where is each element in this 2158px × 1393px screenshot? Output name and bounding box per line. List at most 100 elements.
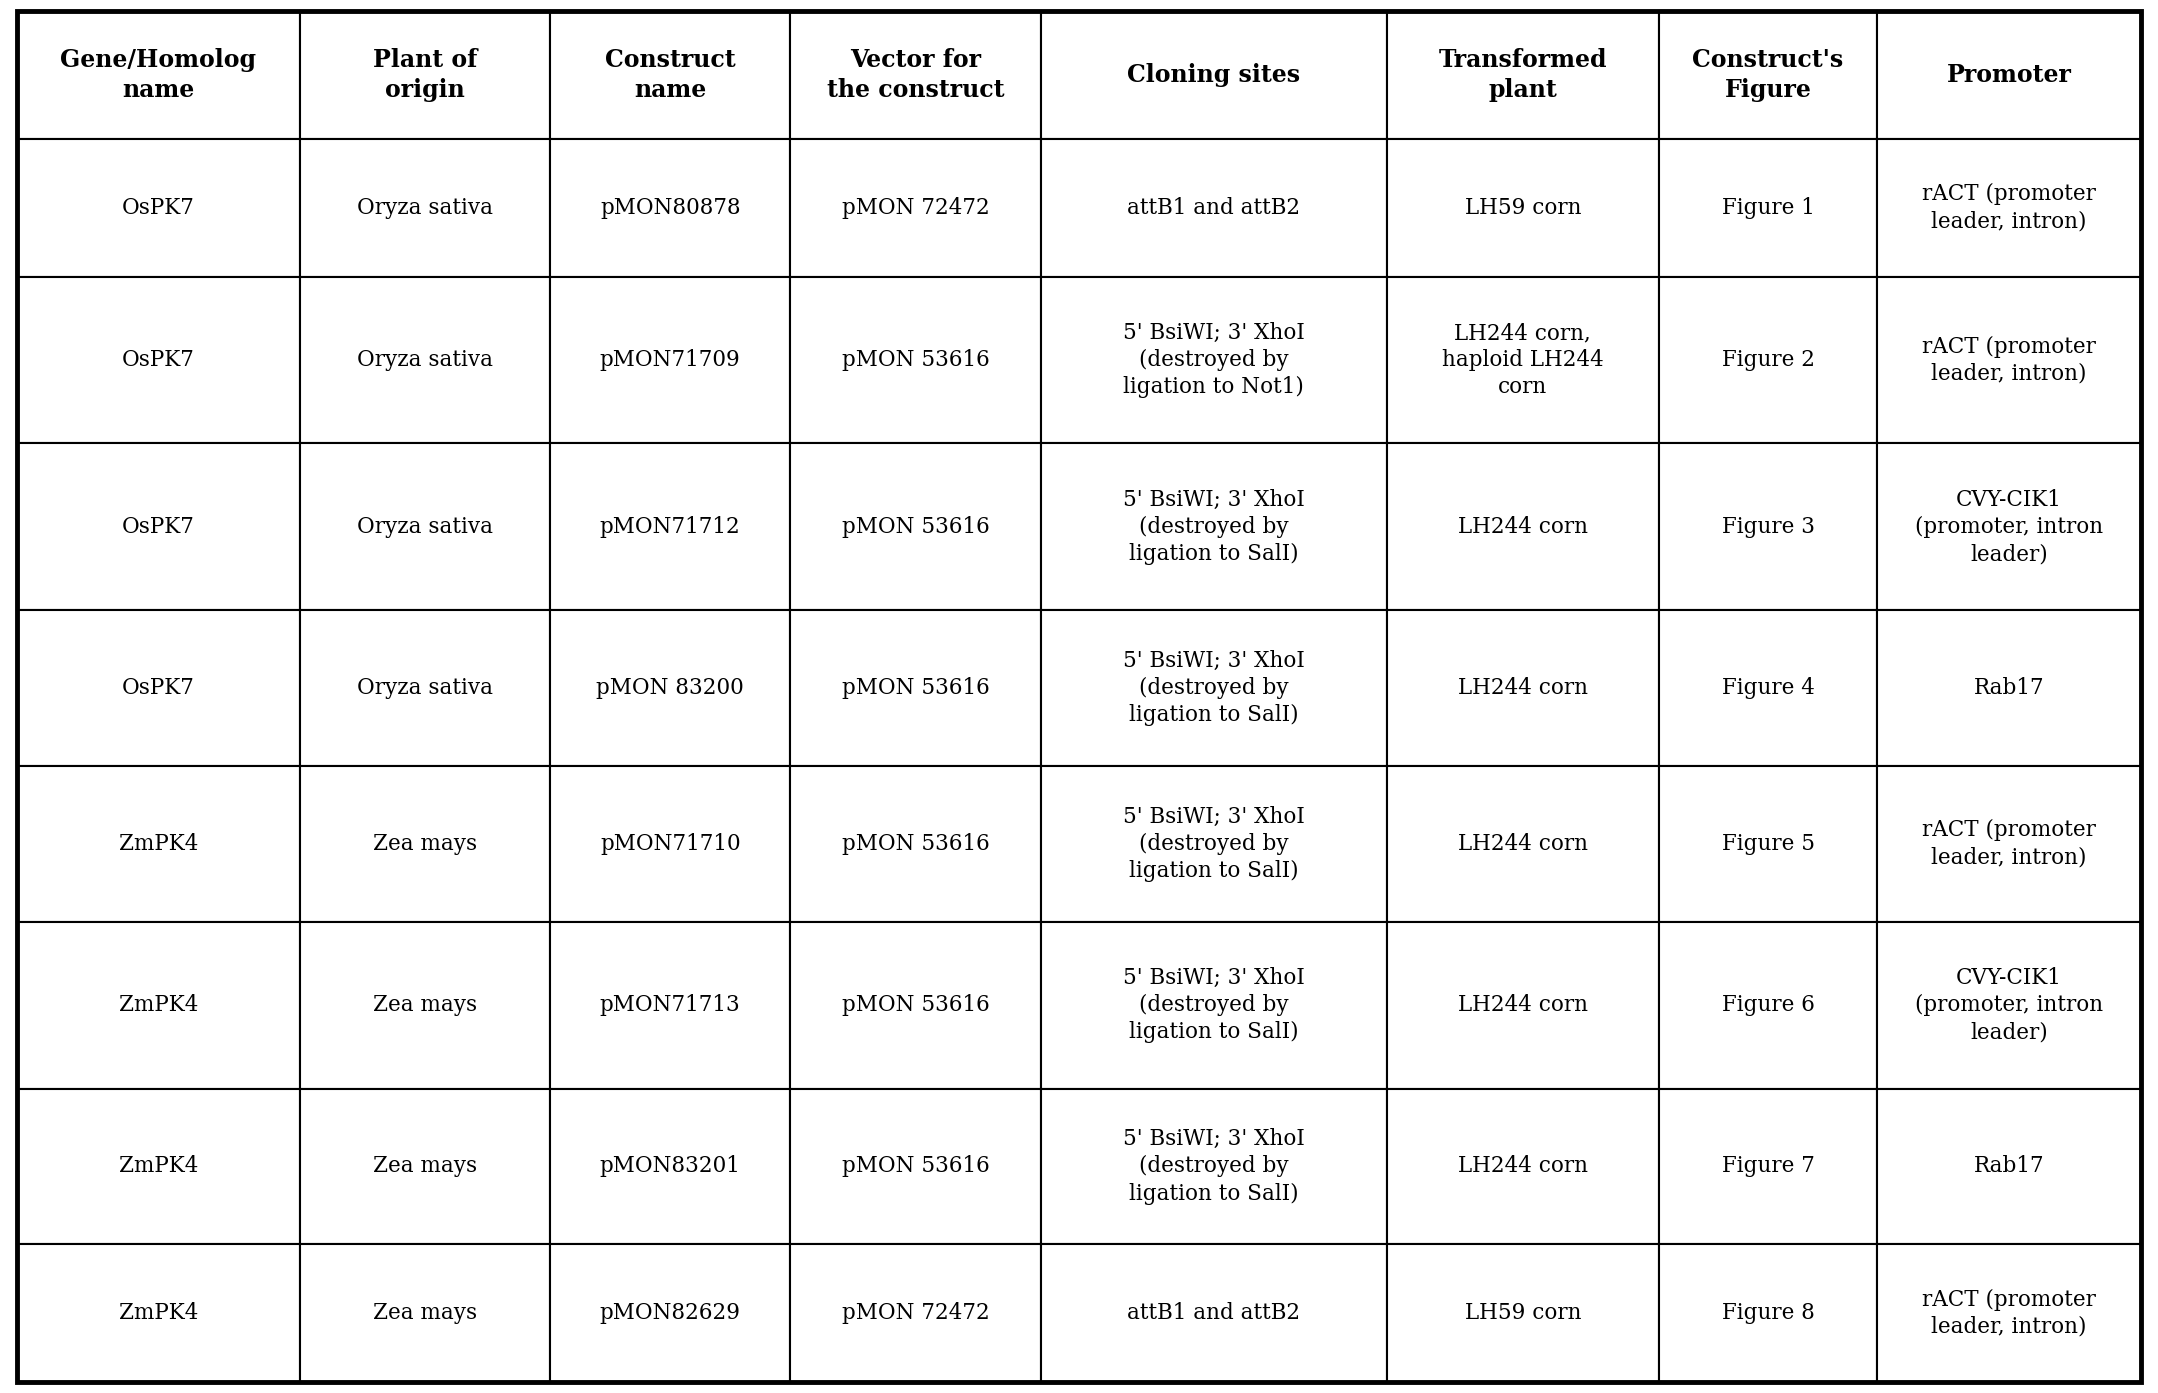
Text: Zea mays: Zea mays	[373, 1155, 477, 1177]
Text: OsPK7: OsPK7	[123, 196, 194, 219]
Bar	[1040, 277, 1388, 443]
Bar	[550, 610, 790, 766]
Text: ZmPK4: ZmPK4	[119, 1302, 199, 1323]
Bar	[1388, 766, 1660, 922]
Text: pMON 72472: pMON 72472	[842, 196, 988, 219]
Text: Promoter: Promoter	[1947, 63, 2072, 88]
Bar	[300, 11, 550, 139]
Bar	[1877, 277, 2141, 443]
Text: LH59 corn: LH59 corn	[1465, 1302, 1582, 1323]
Bar	[1388, 277, 1660, 443]
Bar	[17, 922, 300, 1088]
Bar	[17, 1244, 300, 1382]
Bar	[1877, 443, 2141, 610]
Text: attB1 and attB2: attB1 and attB2	[1126, 1302, 1301, 1323]
Text: LH244 corn: LH244 corn	[1459, 515, 1588, 538]
Bar	[1877, 11, 2141, 139]
Bar	[1040, 11, 1388, 139]
Bar	[1660, 277, 1877, 443]
Bar	[550, 1088, 790, 1244]
Text: Construct
name: Construct name	[604, 49, 736, 102]
Bar	[1388, 1244, 1660, 1382]
Text: Figure 5: Figure 5	[1722, 833, 1815, 855]
Bar	[1877, 766, 2141, 922]
Bar	[790, 277, 1040, 443]
Text: LH244 corn: LH244 corn	[1459, 1155, 1588, 1177]
Bar	[300, 139, 550, 277]
Text: Figure 6: Figure 6	[1722, 995, 1815, 1015]
Text: Cloning sites: Cloning sites	[1126, 63, 1301, 88]
Bar	[1877, 610, 2141, 766]
Text: pMON71712: pMON71712	[600, 515, 740, 538]
Text: rACT (promoter
leader, intron): rACT (promoter leader, intron)	[1923, 819, 2095, 868]
Bar	[1388, 443, 1660, 610]
Text: Figure 1: Figure 1	[1722, 196, 1815, 219]
Text: ZmPK4: ZmPK4	[119, 995, 199, 1015]
Bar	[1660, 1244, 1877, 1382]
Text: Construct's
Figure: Construct's Figure	[1692, 49, 1843, 102]
Bar	[790, 11, 1040, 139]
Text: 5' BsiWI; 3' XhoI
(destroyed by
ligation to SalI): 5' BsiWI; 3' XhoI (destroyed by ligation…	[1122, 489, 1306, 566]
Bar	[1660, 922, 1877, 1088]
Bar	[300, 443, 550, 610]
Bar	[790, 443, 1040, 610]
Bar	[1388, 922, 1660, 1088]
Text: Figure 2: Figure 2	[1722, 350, 1815, 371]
Bar	[17, 766, 300, 922]
Bar	[17, 139, 300, 277]
Bar	[1040, 1244, 1388, 1382]
Bar	[1040, 610, 1388, 766]
Text: 5' BsiWI; 3' XhoI
(destroyed by
ligation to SalI): 5' BsiWI; 3' XhoI (destroyed by ligation…	[1122, 651, 1306, 726]
Bar	[1660, 610, 1877, 766]
Bar	[550, 1244, 790, 1382]
Text: Gene/Homolog
name: Gene/Homolog name	[60, 49, 257, 102]
Text: attB1 and attB2: attB1 and attB2	[1126, 196, 1301, 219]
Bar	[300, 766, 550, 922]
Text: LH244 corn: LH244 corn	[1459, 833, 1588, 855]
Text: ZmPK4: ZmPK4	[119, 1155, 199, 1177]
Bar	[1877, 139, 2141, 277]
Bar	[1660, 11, 1877, 139]
Text: pMON71709: pMON71709	[600, 350, 740, 371]
Text: Figure 8: Figure 8	[1722, 1302, 1815, 1323]
Text: pMON71713: pMON71713	[600, 995, 740, 1015]
Bar	[1040, 443, 1388, 610]
Text: Zea mays: Zea mays	[373, 1302, 477, 1323]
Text: Rab17: Rab17	[1975, 1155, 2044, 1177]
Bar	[17, 443, 300, 610]
Bar	[790, 610, 1040, 766]
Bar	[1877, 1244, 2141, 1382]
Bar	[790, 139, 1040, 277]
Bar	[300, 922, 550, 1088]
Text: Rab17: Rab17	[1975, 677, 2044, 699]
Bar	[1877, 1088, 2141, 1244]
Text: pMON 53616: pMON 53616	[842, 833, 988, 855]
Bar	[550, 277, 790, 443]
Bar	[1388, 139, 1660, 277]
Text: LH244 corn: LH244 corn	[1459, 677, 1588, 699]
Bar	[17, 610, 300, 766]
Text: 5' BsiWI; 3' XhoI
(destroyed by
ligation to SalI): 5' BsiWI; 3' XhoI (destroyed by ligation…	[1122, 1128, 1306, 1205]
Text: pMON 72472: pMON 72472	[842, 1302, 988, 1323]
Text: CVY-CIK1
(promoter, intron
leader): CVY-CIK1 (promoter, intron leader)	[1914, 489, 2104, 566]
Bar	[550, 443, 790, 610]
Bar	[1660, 766, 1877, 922]
Bar	[1040, 1088, 1388, 1244]
Text: 5' BsiWI; 3' XhoI
(destroyed by
ligation to Not1): 5' BsiWI; 3' XhoI (destroyed by ligation…	[1122, 322, 1306, 398]
Bar	[550, 11, 790, 139]
Bar	[1388, 1088, 1660, 1244]
Text: pMON 53616: pMON 53616	[842, 515, 988, 538]
Text: pMON71710: pMON71710	[600, 833, 740, 855]
Text: CVY-CIK1
(promoter, intron
leader): CVY-CIK1 (promoter, intron leader)	[1914, 967, 2104, 1043]
Bar	[790, 922, 1040, 1088]
Bar	[17, 11, 300, 139]
Bar	[790, 766, 1040, 922]
Text: rACT (promoter
leader, intron): rACT (promoter leader, intron)	[1923, 184, 2095, 233]
Text: pMON83201: pMON83201	[600, 1155, 740, 1177]
Bar	[17, 277, 300, 443]
Bar	[1040, 922, 1388, 1088]
Text: Plant of
origin: Plant of origin	[373, 49, 477, 102]
Bar	[1660, 443, 1877, 610]
Text: pMON 53616: pMON 53616	[842, 350, 988, 371]
Text: Oryza sativa: Oryza sativa	[356, 515, 492, 538]
